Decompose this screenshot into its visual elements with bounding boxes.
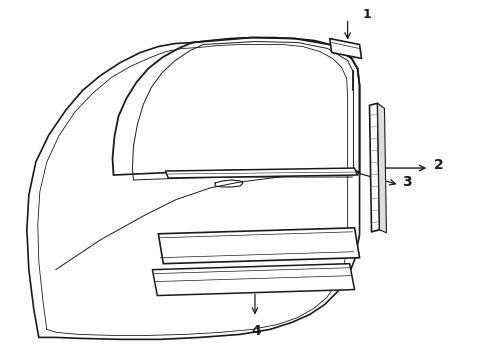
Polygon shape <box>152 264 355 296</box>
Polygon shape <box>27 37 360 339</box>
Text: 4: 4 <box>251 324 261 338</box>
Polygon shape <box>377 103 387 233</box>
Polygon shape <box>369 103 379 232</box>
Text: 2: 2 <box>434 158 444 172</box>
Polygon shape <box>330 39 362 58</box>
Text: 3: 3 <box>402 175 412 189</box>
Polygon shape <box>165 168 358 178</box>
Text: 1: 1 <box>363 8 371 21</box>
Polygon shape <box>158 228 360 264</box>
